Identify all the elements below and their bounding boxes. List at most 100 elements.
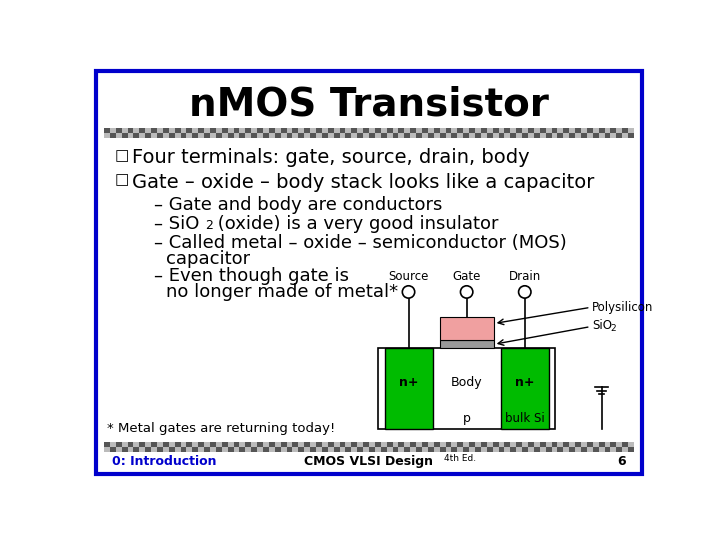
- Bar: [175, 447, 181, 452]
- Bar: [328, 442, 333, 447]
- Bar: [522, 447, 528, 452]
- Bar: [186, 133, 192, 138]
- Bar: [104, 133, 110, 138]
- Text: Gate: Gate: [452, 269, 481, 283]
- Bar: [587, 128, 593, 133]
- Bar: [433, 133, 440, 138]
- Bar: [133, 442, 139, 447]
- Bar: [611, 442, 616, 447]
- Bar: [240, 442, 246, 447]
- Bar: [505, 128, 510, 133]
- Bar: [487, 447, 492, 452]
- Bar: [446, 447, 451, 452]
- Bar: [457, 447, 463, 452]
- Bar: [116, 128, 122, 133]
- Bar: [457, 133, 463, 138]
- Bar: [475, 442, 481, 447]
- Bar: [387, 442, 392, 447]
- Bar: [534, 442, 540, 447]
- Bar: [375, 442, 381, 447]
- Bar: [475, 128, 481, 133]
- Bar: [233, 133, 240, 138]
- Bar: [570, 133, 575, 138]
- Bar: [433, 447, 440, 452]
- Bar: [139, 133, 145, 138]
- Bar: [599, 442, 605, 447]
- Bar: [287, 447, 292, 452]
- Circle shape: [402, 286, 415, 298]
- Circle shape: [518, 286, 531, 298]
- Bar: [522, 128, 528, 133]
- Bar: [534, 133, 540, 138]
- Bar: [498, 442, 505, 447]
- Text: □: □: [114, 173, 129, 187]
- Bar: [540, 442, 546, 447]
- Bar: [440, 447, 446, 452]
- Bar: [528, 447, 534, 452]
- Text: – SiO: – SiO: [153, 215, 199, 233]
- Bar: [510, 133, 516, 138]
- Bar: [451, 442, 457, 447]
- Bar: [168, 133, 175, 138]
- Bar: [433, 442, 440, 447]
- Bar: [540, 447, 546, 452]
- Bar: [198, 447, 204, 452]
- Bar: [328, 447, 333, 452]
- Bar: [557, 133, 563, 138]
- Text: Polysilicon: Polysilicon: [593, 301, 654, 314]
- Bar: [257, 442, 263, 447]
- Bar: [599, 133, 605, 138]
- Bar: [457, 128, 463, 133]
- Bar: [357, 128, 363, 133]
- Bar: [369, 442, 375, 447]
- FancyBboxPatch shape: [96, 71, 642, 475]
- Bar: [133, 133, 139, 138]
- Bar: [498, 133, 505, 138]
- Bar: [392, 442, 398, 447]
- Bar: [581, 447, 587, 452]
- Bar: [575, 133, 581, 138]
- Text: Drain: Drain: [508, 269, 541, 283]
- Bar: [405, 128, 410, 133]
- Bar: [139, 442, 145, 447]
- Bar: [387, 128, 392, 133]
- Bar: [157, 447, 163, 452]
- Bar: [168, 447, 175, 452]
- Bar: [228, 128, 233, 133]
- Bar: [433, 128, 440, 133]
- Bar: [186, 447, 192, 452]
- Bar: [492, 442, 498, 447]
- Bar: [333, 128, 340, 133]
- Bar: [446, 442, 451, 447]
- Bar: [181, 128, 186, 133]
- Bar: [305, 128, 310, 133]
- Bar: [340, 442, 346, 447]
- Bar: [593, 128, 599, 133]
- Bar: [622, 133, 628, 138]
- Bar: [422, 447, 428, 452]
- Bar: [498, 128, 505, 133]
- Bar: [492, 133, 498, 138]
- Bar: [186, 442, 192, 447]
- Bar: [546, 128, 552, 133]
- Bar: [104, 442, 110, 447]
- Bar: [451, 128, 457, 133]
- Text: 2: 2: [205, 219, 213, 232]
- Bar: [505, 133, 510, 138]
- Bar: [534, 128, 540, 133]
- Bar: [269, 447, 275, 452]
- Bar: [251, 128, 257, 133]
- Bar: [475, 447, 481, 452]
- Bar: [422, 133, 428, 138]
- Bar: [398, 133, 405, 138]
- Text: Four terminals: gate, source, drain, body: Four terminals: gate, source, drain, bod…: [132, 148, 529, 167]
- Bar: [363, 133, 369, 138]
- Bar: [487, 128, 492, 133]
- Bar: [198, 442, 204, 447]
- Bar: [127, 442, 133, 447]
- Bar: [557, 442, 563, 447]
- Bar: [475, 133, 481, 138]
- Bar: [216, 447, 222, 452]
- Bar: [316, 442, 322, 447]
- Bar: [104, 447, 110, 452]
